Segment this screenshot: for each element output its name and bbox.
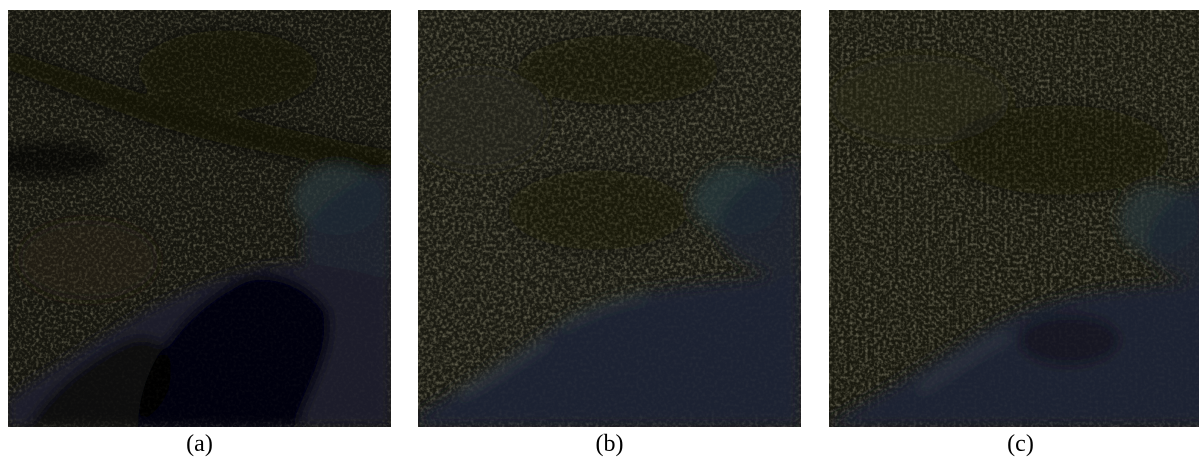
caption-b: (b) [595, 431, 624, 457]
satellite-image-b-graphic [418, 10, 801, 427]
satellite-image-a-graphic [8, 10, 391, 427]
satellite-image-c-graphic [829, 10, 1199, 427]
caption-c: (c) [1007, 431, 1034, 457]
satellite-image-b [418, 10, 801, 427]
caption-a: (a) [186, 431, 213, 457]
satellite-image-c [829, 10, 1199, 427]
satellite-image-a [8, 10, 391, 427]
